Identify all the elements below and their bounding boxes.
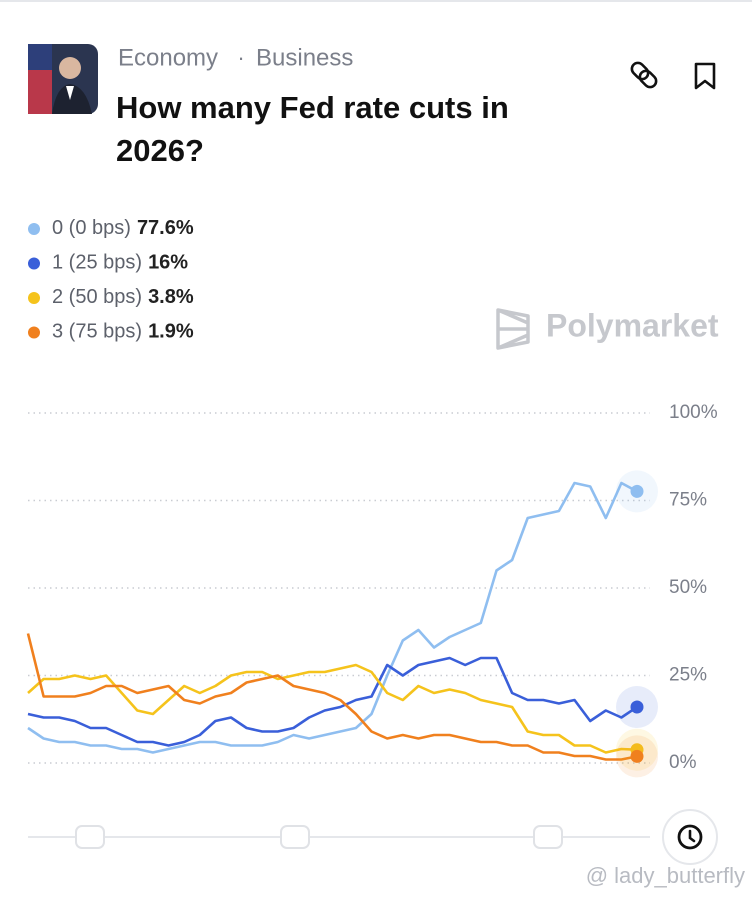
legend-dot: [28, 223, 40, 235]
legend-dot: [28, 326, 40, 339]
legend-entry: 3 (75 bps) 1.9%: [52, 321, 194, 343]
tag[interactable]: Economy: [118, 44, 218, 71]
legend-value: 77.6%: [137, 217, 194, 239]
legend-value: 3.8%: [148, 286, 194, 308]
market-image: [28, 44, 98, 114]
end-dot: [630, 484, 644, 498]
time-range-button[interactable]: [662, 809, 718, 865]
bookmark-button[interactable]: [694, 62, 716, 90]
legend-name: 0 (0 bps): [52, 217, 131, 239]
y-tick-label: 25%: [669, 665, 707, 686]
brand-logo: Polymarket: [496, 307, 719, 350]
legend-value: 16%: [148, 252, 188, 274]
legend-dot: [28, 292, 40, 304]
y-tick-label: 100%: [669, 402, 718, 423]
legend-name: 2 (50 bps): [52, 286, 142, 308]
separator: ·: [237, 45, 244, 70]
legend-entry: 0 (0 bps) 77.6%: [52, 217, 194, 239]
y-tick-label: 0%: [669, 752, 697, 773]
series-line: [27, 481, 638, 754]
series-line: [27, 663, 638, 754]
series-line: [26, 633, 638, 761]
link-button[interactable]: [629, 60, 658, 89]
legend-value: 1.9%: [148, 321, 194, 343]
y-tick-label: 50%: [669, 577, 707, 598]
watermark: @ lady_butterfly: [586, 863, 745, 888]
y-tick-label: 75%: [669, 490, 707, 511]
title-box: How many Fed rate cuts in 2026?: [116, 90, 509, 168]
end-dot: [630, 700, 644, 714]
legend-entry: 2 (50 bps) 3.8%: [52, 286, 194, 308]
series-line: [27, 656, 638, 747]
market-title: How many Fed rate cuts in 2026?: [116, 90, 509, 168]
brand-name: Polymarket: [546, 307, 719, 343]
legend-name: 3 (75 bps): [52, 321, 142, 343]
legend-entry: 1 (25 bps) 16%: [52, 252, 188, 274]
legend-dot: [28, 257, 40, 270]
time-slider[interactable]: [28, 825, 650, 849]
tag[interactable]: Business: [256, 44, 353, 71]
legend-name: 1 (25 bps): [52, 252, 142, 274]
end-dot: [630, 749, 644, 763]
